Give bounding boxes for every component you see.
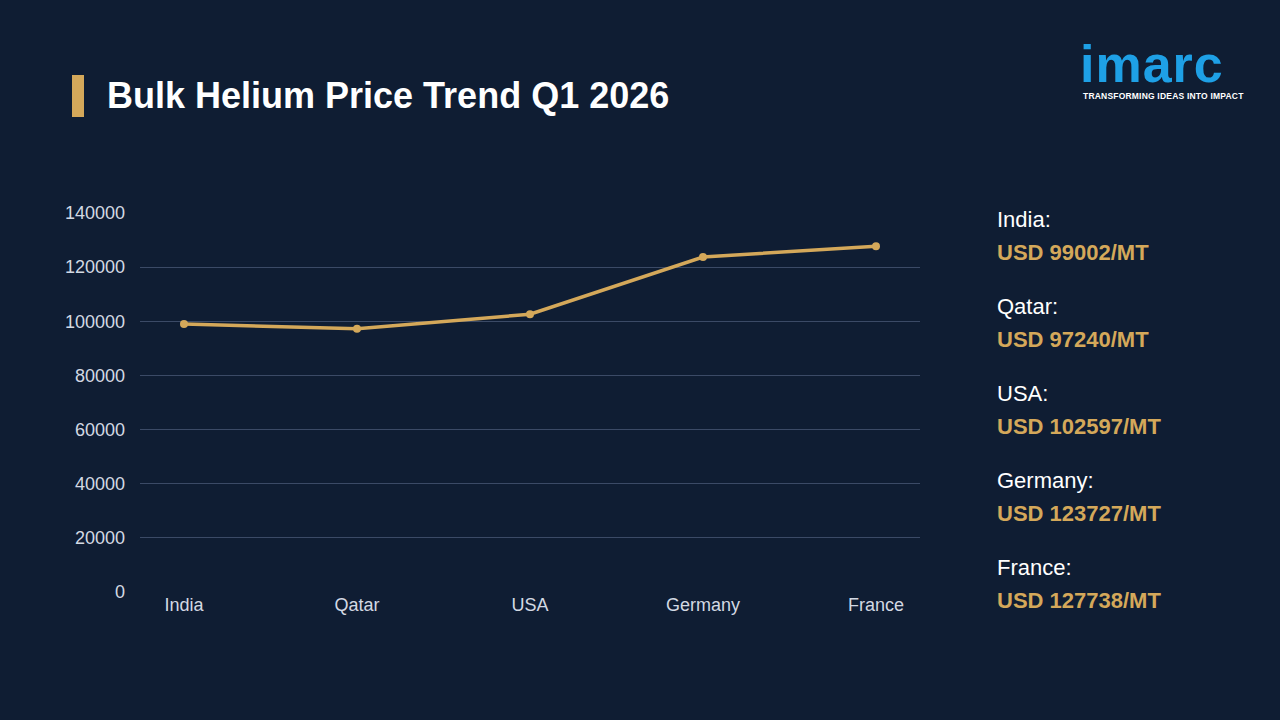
html-text:India:: India: <box>997 207 1051 232</box>
html-text:Germany:: Germany: <box>997 468 1094 493</box>
html-text:imarc: imarc <box>1080 35 1224 93</box>
svg-text:120000: 120000 <box>65 257 125 277</box>
svg-text:20000: 20000 <box>75 528 125 548</box>
svg-text:France: France <box>848 595 904 615</box>
svg-text:80000: 80000 <box>75 366 125 386</box>
svg-text:Qatar: Qatar <box>334 595 379 615</box>
html-text:USA:: USA: <box>997 381 1049 406</box>
html-text:Qatar:: Qatar: <box>997 294 1059 319</box>
html-text:USD 97240/MT: USD 97240/MT <box>997 327 1149 352</box>
svg-text:USA: USA <box>511 595 548 615</box>
svg-text:Germany: Germany <box>666 595 740 615</box>
svg-text:0: 0 <box>115 582 125 602</box>
svg-text:100000: 100000 <box>65 312 125 332</box>
html-text:Bulk Helium Price Trend Q1 202: Bulk Helium Price Trend Q1 2026 <box>107 75 670 116</box>
svg-text:140000: 140000 <box>65 203 125 223</box>
html-text:USD 127738/MT: USD 127738/MT <box>997 588 1161 613</box>
html-text:TRANSFORMING IDEAS INTO IMPACT: TRANSFORMING IDEAS INTO IMPACT <box>1083 91 1244 101</box>
svg-text:India: India <box>164 595 204 615</box>
html-text:France:: France: <box>997 555 1072 580</box>
html-text:USD 123727/MT: USD 123727/MT <box>997 501 1161 526</box>
html-text:USD 99002/MT: USD 99002/MT <box>997 240 1149 265</box>
svg-text:60000: 60000 <box>75 420 125 440</box>
html-text:USD 102597/MT: USD 102597/MT <box>997 414 1161 439</box>
svg-text:40000: 40000 <box>75 474 125 494</box>
